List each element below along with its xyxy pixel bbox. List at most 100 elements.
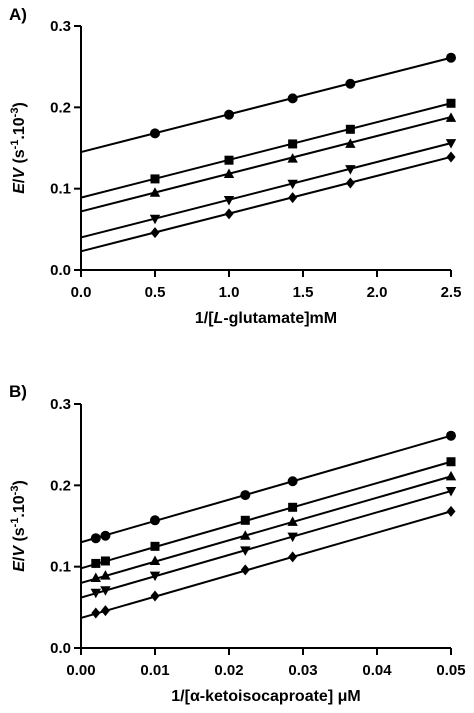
data-point-triangle-down bbox=[445, 139, 457, 149]
data-point-square bbox=[240, 515, 250, 525]
y-tick-label: 0.3 bbox=[50, 18, 71, 35]
chart-panel-a: A) 0.0 0.1 0.2 0.3 0.0 0.5 1.0 1.5 2.0 2.5 E/V (s-1… bbox=[9, 5, 461, 327]
data-point-triangle-up bbox=[445, 470, 457, 481]
series-triangle-down bbox=[80, 139, 457, 239]
y-axis-label: E/V (s-1.10-3) bbox=[9, 480, 28, 572]
data-point-triangle-down bbox=[90, 588, 101, 599]
data-point-circle bbox=[240, 490, 251, 501]
x-tick-label: 0.05 bbox=[436, 662, 465, 679]
y-tick-label: 0.0 bbox=[50, 262, 71, 279]
data-point-diamond bbox=[345, 177, 355, 189]
data-point-triangle-up bbox=[345, 138, 356, 148]
data-point-triangle-down bbox=[100, 586, 111, 596]
panel-label: B) bbox=[9, 382, 27, 401]
data-point-triangle-up bbox=[287, 153, 298, 163]
data-point-circle bbox=[224, 109, 234, 120]
data-point-triangle-up bbox=[223, 168, 235, 179]
data-point-square bbox=[288, 502, 298, 512]
data-point-square bbox=[100, 556, 110, 566]
x-tick-label: 0.01 bbox=[140, 662, 169, 679]
y-axis-label: E/V (s-1.10-3) bbox=[9, 102, 28, 194]
data-point-diamond bbox=[288, 551, 298, 563]
x-tick-label: 0.0 bbox=[71, 284, 92, 301]
data-point-circle bbox=[446, 52, 456, 63]
data-point-square bbox=[288, 139, 298, 149]
y-tick-label: 0.1 bbox=[50, 559, 71, 576]
x-tick-label: 0.04 bbox=[362, 662, 392, 679]
data-point-circle bbox=[150, 128, 160, 139]
data-point-circle bbox=[345, 78, 356, 89]
data-point-circle bbox=[150, 515, 160, 526]
data-point-triangle-down bbox=[149, 571, 161, 582]
chart-panel-b: B) 0.0 0.1 0.2 0.3 0.00 0.01 0.02 0.03 0.04 0.05 E/… bbox=[9, 382, 466, 705]
data-point-triangle-up bbox=[240, 530, 251, 540]
fit-line bbox=[80, 460, 452, 570]
x-tick-label: 2.5 bbox=[441, 284, 462, 301]
data-point-triangle-down bbox=[345, 165, 356, 175]
data-point-diamond bbox=[100, 605, 110, 617]
data-point-triangle-up bbox=[90, 572, 101, 583]
y-tick-label: 0.2 bbox=[50, 99, 71, 116]
data-point-triangle-up bbox=[149, 555, 161, 565]
series-square bbox=[80, 98, 456, 199]
data-point-diamond bbox=[150, 227, 160, 239]
data-point-diamond bbox=[288, 192, 298, 204]
x-tick-label: 0.00 bbox=[66, 662, 95, 679]
data-point-triangle-down bbox=[287, 179, 298, 190]
x-tick-label: 1.5 bbox=[293, 284, 314, 301]
data-point-triangle-up bbox=[149, 187, 161, 197]
data-point-diamond bbox=[150, 590, 160, 602]
fit-line bbox=[80, 475, 452, 584]
fit-line bbox=[80, 116, 452, 213]
series-triangle-up bbox=[80, 470, 457, 584]
data-point-triangle-up bbox=[445, 112, 457, 122]
fit-line bbox=[80, 56, 452, 154]
data-point-circle bbox=[446, 430, 456, 441]
data-point-square bbox=[150, 174, 160, 184]
series-circle bbox=[80, 430, 456, 544]
series-triangle-up bbox=[80, 112, 457, 213]
data-point-triangle-down bbox=[287, 532, 298, 543]
fit-line bbox=[80, 510, 452, 619]
series-diamond bbox=[80, 505, 456, 619]
y-tick-label: 0.0 bbox=[50, 640, 71, 657]
data-point-diamond bbox=[91, 607, 101, 619]
data-point-triangle-down bbox=[149, 214, 161, 225]
data-point-circle bbox=[90, 533, 101, 544]
data-point-square bbox=[446, 98, 456, 108]
data-point-triangle-down bbox=[223, 196, 235, 206]
data-point-circle bbox=[100, 530, 111, 541]
data-point-square bbox=[150, 541, 160, 551]
data-point-diamond bbox=[446, 505, 456, 517]
series-square bbox=[80, 457, 456, 570]
series-triangle-down bbox=[80, 487, 457, 599]
series-circle bbox=[80, 52, 456, 154]
data-point-triangle-up bbox=[100, 570, 111, 580]
y-tick-label: 0.1 bbox=[50, 181, 71, 198]
x-tick-label: 0.03 bbox=[288, 662, 317, 679]
data-point-diamond bbox=[224, 208, 234, 220]
panel-label: A) bbox=[9, 5, 27, 24]
data-point-triangle-up bbox=[287, 516, 298, 526]
x-tick-label: 0.5 bbox=[145, 284, 166, 301]
x-tick-label: 1.0 bbox=[219, 284, 240, 301]
data-point-square bbox=[224, 155, 234, 165]
data-point-square bbox=[446, 457, 456, 467]
data-point-triangle-down bbox=[240, 546, 251, 556]
fit-line bbox=[80, 102, 452, 199]
data-point-circle bbox=[287, 93, 298, 104]
y-tick-label: 0.2 bbox=[50, 477, 71, 494]
x-tick-label: 0.02 bbox=[214, 662, 243, 679]
fit-line bbox=[80, 490, 452, 599]
y-tick-label: 0.3 bbox=[50, 396, 71, 413]
fit-line bbox=[80, 155, 452, 253]
data-point-triangle-down bbox=[445, 487, 457, 497]
data-point-square bbox=[91, 558, 101, 568]
fit-line bbox=[80, 142, 452, 239]
fit-line bbox=[80, 434, 452, 544]
x-axis-label: 1/[L-glutamate]mM bbox=[195, 310, 337, 327]
series-diamond bbox=[80, 151, 456, 253]
data-point-square bbox=[345, 124, 355, 134]
data-point-circle bbox=[287, 476, 298, 487]
